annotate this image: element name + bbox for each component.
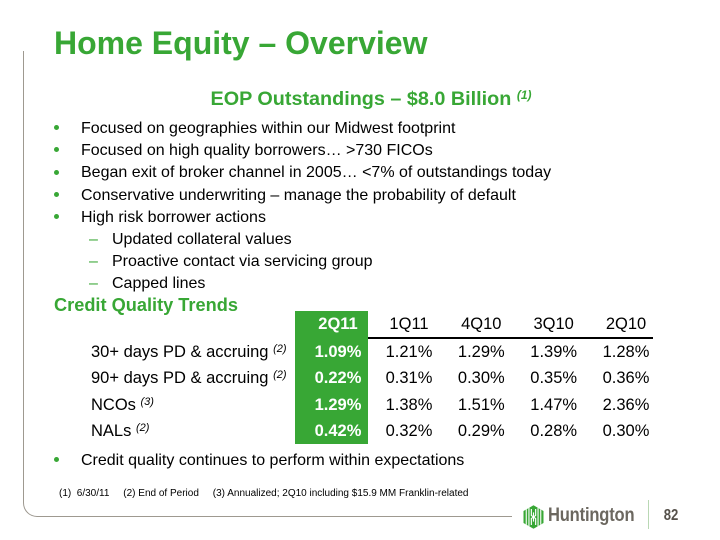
closing-bullet: Credit quality continues to perform with… [53, 452, 465, 469]
bullet-item: High risk borrower actions [54, 208, 266, 226]
page-number: 82 [663, 507, 679, 524]
table-cell: 0.22% [314, 369, 362, 388]
table-header-cell: 2Q10 [605, 315, 647, 333]
table-cell: 1.39% [530, 343, 578, 361]
table-cell: 2.36% [602, 395, 650, 414]
table-cell: 1.29% [457, 343, 505, 361]
bullet-item: Focused on geographies within our Midwes… [53, 120, 456, 137]
table-cell: 1.28% [602, 343, 650, 361]
table-cell: 0.42% [314, 422, 362, 441]
huntington-logo: Huntington [523, 505, 647, 529]
sub-bullet-item: Proactive contact via servicing group [89, 252, 373, 271]
bullet-item: Conservative underwriting – manage the p… [54, 186, 516, 204]
table-header-cell: 1Q11 [389, 315, 429, 333]
bullet-item: Focused on high quality borrowers… >730 … [54, 142, 433, 160]
table-cell: 1.09% [314, 343, 362, 361]
table-cell: 1.21% [385, 343, 433, 361]
table-row-label: 90+ days PD & accruing (2) [91, 369, 287, 388]
footnote-ref: (2) [273, 369, 287, 382]
sub-bullet-item: Updated collateral values [89, 230, 292, 249]
sub-bullet-item: Capped lines [89, 274, 206, 293]
table-cell: 1.51% [457, 395, 505, 414]
table-row-label: NALs (2) [91, 422, 150, 441]
table-cell: 0.36% [602, 369, 650, 388]
table-cell: 0.35% [530, 369, 578, 388]
bullet-item: Began exit of broker channel in 2005… <7… [53, 164, 552, 182]
table-cell: 0.30% [602, 422, 650, 441]
table-cell: 0.28% [530, 422, 578, 441]
table-cell: 0.30% [457, 369, 505, 388]
table-highlight-column [295, 311, 368, 444]
table-cell: 1.47% [530, 395, 578, 414]
subtitle-text: EOP Outstandings – $8.0 Billion [210, 87, 512, 110]
table-cell: 1.29% [314, 395, 362, 414]
table-header-cell: 3Q10 [533, 315, 574, 333]
table-row-label: 30+ days PD & accruing (2) [91, 343, 287, 361]
footnote: (1) 6/30/11 (2) End of Period (3) Annual… [59, 487, 469, 499]
slide-title: Home Equity – Overview [54, 24, 428, 61]
table-header-cell: 2Q11 [318, 315, 358, 333]
table-cell: 0.29% [457, 422, 505, 441]
table-row-label: NCOs (3) [91, 395, 154, 414]
page-number-separator [648, 500, 650, 529]
huntington-wordmark: Huntington [547, 505, 635, 526]
huntington-hexagon-icon [523, 505, 543, 529]
section-heading: Credit Quality Trends [54, 294, 238, 315]
footnote-ref: (2) [273, 343, 287, 355]
table-header-cell: 4Q10 [461, 315, 502, 333]
table-cell: 0.31% [385, 369, 433, 388]
slide-frame [22, 51, 512, 517]
table-cell: 1.38% [385, 395, 433, 414]
table-cell: 0.32% [385, 422, 433, 441]
subtitle: EOP Outstandings – $8.0 Billion (1) [22, 87, 720, 111]
table-header-rule [368, 337, 653, 339]
footnote-ref: (3) [140, 395, 154, 408]
footnote-ref: (2) [135, 422, 150, 435]
subtitle-footnote-ref: (1) [516, 87, 532, 102]
